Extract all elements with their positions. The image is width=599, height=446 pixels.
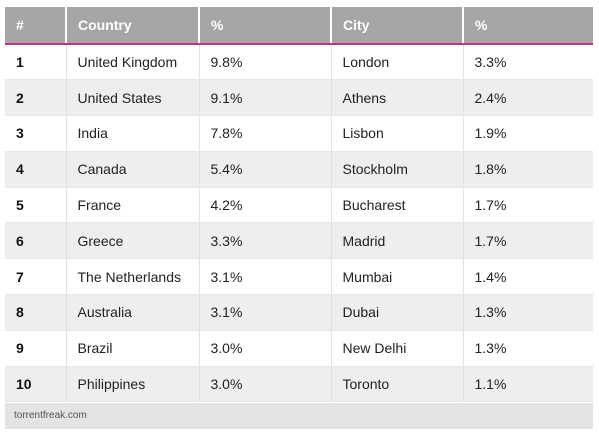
ranking-table-container: # Country % City % 1 United Kingdom 9.8% Lo… bbox=[5, 7, 593, 430]
country-cell: United Kingdom bbox=[66, 43, 200, 81]
city-cell: Toronto bbox=[331, 365, 464, 403]
country-percent-cell: 4.2% bbox=[199, 186, 332, 224]
city-percent-cell: 1.9% bbox=[463, 115, 593, 152]
rank-cell: 3 bbox=[5, 115, 67, 152]
city-cell: Dubai bbox=[331, 294, 464, 331]
country-cell: Philippines bbox=[66, 365, 200, 403]
table-row: 9 Brazil 3.0% New Delhi 1.3% bbox=[5, 329, 593, 367]
city-percent-cell: 1.3% bbox=[463, 329, 593, 367]
country-cell: United States bbox=[66, 79, 200, 117]
rank-cell: 6 bbox=[5, 222, 67, 260]
city-percent-cell: 1.7% bbox=[463, 222, 593, 260]
city-percent-cell: 2.4% bbox=[463, 79, 593, 117]
city-percent-cell: 1.1% bbox=[463, 365, 593, 403]
table-row: 2 United States 9.1% Athens 2.4% bbox=[5, 79, 593, 117]
header-row: # Country % City % bbox=[5, 7, 593, 45]
city-cell: Mumbai bbox=[331, 258, 464, 296]
country-percent-cell: 3.1% bbox=[199, 258, 332, 296]
country-cell: Greece bbox=[66, 222, 200, 260]
header-country-percent: % bbox=[199, 7, 332, 45]
city-cell: Bucharest bbox=[331, 186, 464, 224]
table-row: 5 France 4.2% Bucharest 1.7% bbox=[5, 186, 593, 224]
country-cell: The Netherlands bbox=[66, 258, 200, 296]
table-row: 8 Australia 3.1% Dubai 1.3% bbox=[5, 294, 593, 331]
country-percent-cell: 3.3% bbox=[199, 222, 332, 260]
table-row: 3 India 7.8% Lisbon 1.9% bbox=[5, 115, 593, 152]
table-row: 6 Greece 3.3% Madrid 1.7% bbox=[5, 222, 593, 260]
table-header: # Country % City % bbox=[5, 7, 593, 45]
country-cell: Brazil bbox=[66, 329, 200, 367]
country-cell: Canada bbox=[66, 150, 200, 188]
rank-cell: 5 bbox=[5, 186, 67, 224]
country-percent-cell: 9.1% bbox=[199, 79, 332, 117]
header-city: City bbox=[331, 7, 464, 45]
table-row: 7 The Netherlands 3.1% Mumbai 1.4% bbox=[5, 258, 593, 296]
table-row: 10 Philippines 3.0% Toronto 1.1% bbox=[5, 365, 593, 403]
city-percent-cell: 1.7% bbox=[463, 186, 593, 224]
ranking-table: # Country % City % 1 United Kingdom 9.8% Lo… bbox=[5, 7, 593, 403]
rank-cell: 10 bbox=[5, 365, 67, 403]
city-cell: Stockholm bbox=[331, 150, 464, 188]
rank-cell: 9 bbox=[5, 329, 67, 367]
rank-cell: 8 bbox=[5, 294, 67, 331]
country-percent-cell: 5.4% bbox=[199, 150, 332, 188]
city-cell: Lisbon bbox=[331, 115, 464, 152]
rank-cell: 4 bbox=[5, 150, 67, 188]
country-percent-cell: 7.8% bbox=[199, 115, 332, 152]
header-country: Country bbox=[66, 7, 200, 45]
city-percent-cell: 3.3% bbox=[463, 43, 593, 81]
city-cell: Athens bbox=[331, 79, 464, 117]
header-city-percent: % bbox=[463, 7, 593, 45]
table-row: 1 United Kingdom 9.8% London 3.3% bbox=[5, 43, 593, 81]
rank-cell: 7 bbox=[5, 258, 67, 296]
city-cell: Madrid bbox=[331, 222, 464, 260]
table-body: 1 United Kingdom 9.8% London 3.3% 2 United Sta… bbox=[5, 43, 593, 403]
city-cell: New Delhi bbox=[331, 329, 464, 367]
city-cell: London bbox=[331, 43, 464, 81]
rank-cell: 1 bbox=[5, 43, 67, 81]
country-cell: Australia bbox=[66, 294, 200, 331]
country-percent-cell: 3.0% bbox=[199, 329, 332, 367]
header-rank: # bbox=[5, 7, 67, 45]
rank-cell: 2 bbox=[5, 79, 67, 117]
city-percent-cell: 1.3% bbox=[463, 294, 593, 331]
city-percent-cell: 1.8% bbox=[463, 150, 593, 188]
country-percent-cell: 3.0% bbox=[199, 365, 332, 403]
country-percent-cell: 9.8% bbox=[199, 43, 332, 81]
table-row: 4 Canada 5.4% Stockholm 1.8% bbox=[5, 150, 593, 188]
country-cell: India bbox=[66, 115, 200, 152]
country-percent-cell: 3.1% bbox=[199, 294, 332, 331]
city-percent-cell: 1.4% bbox=[463, 258, 593, 296]
country-cell: France bbox=[66, 186, 200, 224]
source-footer: torrentfreak.com bbox=[5, 403, 593, 430]
